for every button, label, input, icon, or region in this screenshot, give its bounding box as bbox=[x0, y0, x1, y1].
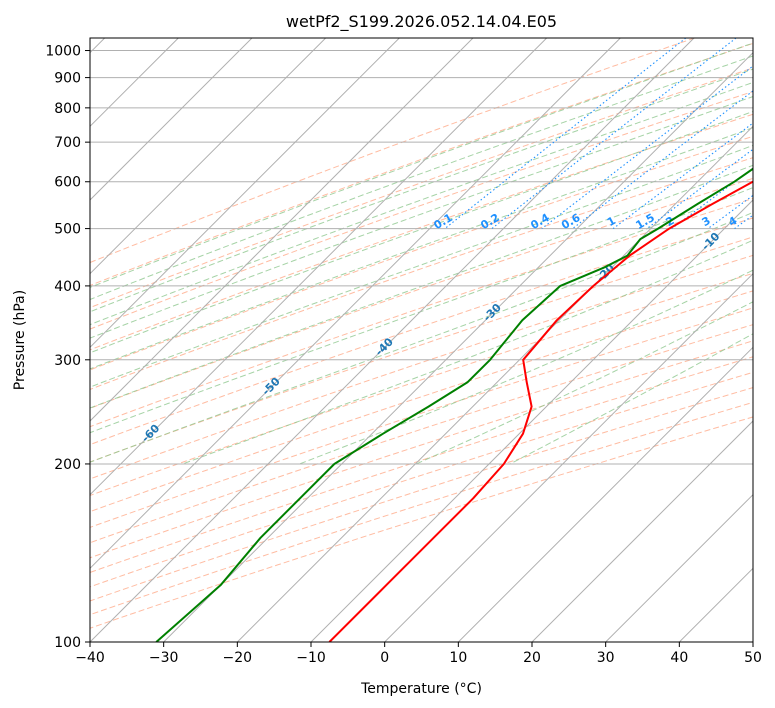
isotherm-line bbox=[90, 38, 621, 570]
y-tick-label: 300 bbox=[54, 353, 81, 369]
moist-adiabat-line bbox=[90, 55, 753, 301]
x-tick-label: 40 bbox=[670, 650, 688, 666]
dry-adiabat-line bbox=[90, 135, 753, 371]
moist-adiabat-line bbox=[90, 127, 753, 370]
moist-adiabat-line bbox=[90, 110, 753, 354]
x-tick-label: −20 bbox=[223, 650, 253, 666]
dry-adiabat-line bbox=[90, 371, 753, 588]
dry-adiabat-line bbox=[90, 307, 753, 528]
y-tick-label: 600 bbox=[54, 175, 81, 191]
axes: −40 −30 −20 −10 0 10 20 30 40 50 1000 900 800 700 600 5… bbox=[45, 44, 762, 666]
isotherm-line bbox=[163, 51, 753, 642]
dry-adiabat-line bbox=[90, 356, 753, 573]
y-tick-label: 200 bbox=[54, 457, 81, 473]
mixing-ratio-line bbox=[572, 90, 753, 230]
x-tick-label: 50 bbox=[744, 650, 762, 666]
y-tick-label: 700 bbox=[54, 135, 81, 151]
temperature-profile-line bbox=[328, 180, 753, 642]
y-tick-label: 500 bbox=[54, 222, 81, 238]
isotherm-line bbox=[531, 420, 753, 642]
dry-adiabat-line bbox=[90, 90, 753, 330]
x-tick-label: 30 bbox=[597, 650, 615, 666]
y-tick-label: 400 bbox=[54, 279, 81, 295]
moist-adiabat-line bbox=[90, 164, 753, 409]
dry-adiabat-line bbox=[90, 290, 753, 513]
plot-frame bbox=[89, 37, 754, 643]
isotherm-line bbox=[90, 38, 400, 349]
x-tick-label: 0 bbox=[380, 650, 389, 666]
isotherm-line bbox=[90, 38, 253, 201]
x-tick-label: −40 bbox=[75, 650, 105, 666]
isotherm-line bbox=[90, 38, 548, 496]
moist-adiabat-line bbox=[90, 81, 753, 326]
moist-adiabat-line bbox=[415, 301, 753, 465]
mixing-ratio-line bbox=[541, 65, 753, 230]
dewpoint-profile-line bbox=[155, 167, 753, 642]
isotherm-line bbox=[310, 199, 753, 642]
isotherm-line bbox=[90, 38, 695, 642]
y-tick-label: 900 bbox=[54, 71, 81, 87]
profile-lines bbox=[155, 167, 753, 642]
moist-adiabat-line bbox=[90, 96, 753, 339]
x-axis-label: Temperature (°C) bbox=[360, 681, 482, 697]
dry-adiabat-line bbox=[90, 387, 753, 602]
isotherm-line bbox=[90, 38, 474, 422]
moist-adiabat-line bbox=[182, 239, 753, 465]
isotherm-line bbox=[605, 493, 753, 642]
moist-adiabat-line bbox=[90, 68, 753, 313]
dry-adiabat-line bbox=[90, 177, 753, 409]
x-tick-label: 10 bbox=[449, 650, 467, 666]
isotherm-line bbox=[457, 346, 753, 642]
plot-background bbox=[90, 38, 753, 642]
chart-title: wetPf2_S199.2026.052.14.04.E05 bbox=[286, 12, 557, 32]
dry-adiabat-line bbox=[90, 42, 753, 287]
background-lines bbox=[90, 38, 753, 642]
x-tick-label: −10 bbox=[296, 650, 326, 666]
moist-adiabat-line bbox=[90, 211, 753, 463]
x-tick-label: −30 bbox=[149, 650, 179, 666]
dry-adiabat-line bbox=[90, 38, 695, 264]
y-tick-label: 100 bbox=[54, 635, 81, 651]
dry-adiabat-line bbox=[90, 113, 753, 351]
isotherm-line bbox=[90, 38, 327, 275]
isotherm-line bbox=[384, 272, 753, 642]
dry-adiabat-line bbox=[90, 254, 753, 480]
moist-adiabat-line bbox=[90, 187, 753, 434]
dry-adiabat-line bbox=[90, 236, 753, 463]
moist-adiabat-line bbox=[90, 42, 753, 288]
dry-adiabat-line bbox=[90, 197, 753, 428]
y-axis-label: Pressure (hPa) bbox=[12, 290, 28, 390]
y-tick-label: 800 bbox=[54, 101, 81, 117]
y-tick-label: 1000 bbox=[45, 44, 81, 60]
dry-adiabat-line bbox=[90, 340, 753, 559]
x-tick-label: 20 bbox=[523, 650, 541, 666]
